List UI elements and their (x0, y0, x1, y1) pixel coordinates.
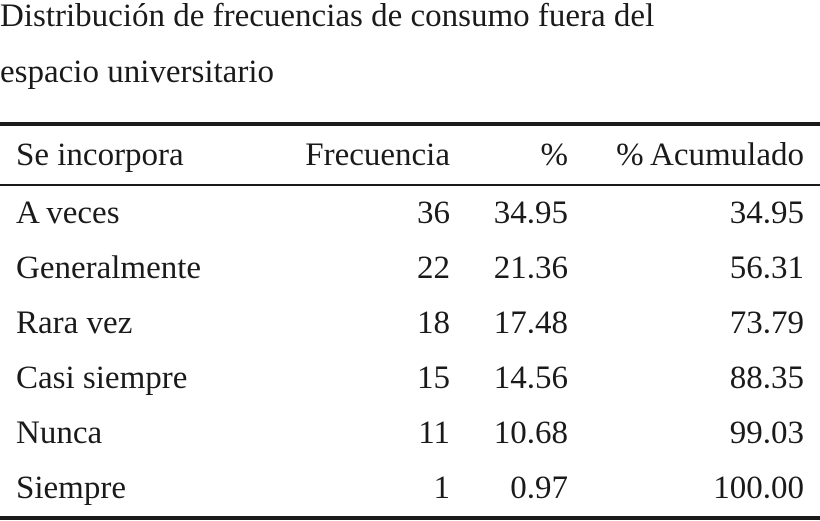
table-body: A veces 36 34.95 34.95 Generalmente 22 2… (0, 185, 820, 518)
cell-category: A veces (16, 195, 120, 231)
cell-cumulative-percent: 73.79 (729, 305, 804, 341)
caption-line-2: espacio universitario (0, 54, 274, 90)
header-se-incorpora: Se incorpora (16, 136, 184, 173)
cell-cumulative-percent: 99.03 (729, 415, 804, 451)
header-frecuencia: Frecuencia (305, 136, 450, 173)
cell-category: Generalmente (16, 250, 202, 286)
header-percent-acumulado: % Acumulado (616, 136, 804, 173)
cell-frequency: 1 (433, 470, 451, 506)
cell-percent: 21.36 (493, 250, 568, 286)
table-header: Se incorpora Frecuencia % % Acumulado (0, 124, 820, 185)
caption-line-1: Distribución de frecuencias de consumo f… (0, 0, 655, 34)
table-row: Casi siempre 15 14.56 88.35 (0, 351, 820, 406)
cell-percent: 0.97 (510, 470, 568, 506)
table-caption: Distribución de frecuencias de consumo f… (0, 0, 800, 100)
table-row: Nunca 11 10.68 99.03 (0, 406, 820, 461)
table-row: Siempre 1 0.97 100.00 (0, 461, 820, 518)
header-row: Se incorpora Frecuencia % % Acumulado (0, 124, 820, 185)
cell-percent: 17.48 (493, 305, 568, 341)
table-row: Generalmente 22 21.36 56.31 (0, 241, 820, 296)
frequency-table: Se incorpora Frecuencia % % Acumulado A … (0, 122, 820, 520)
cell-cumulative-percent: 56.31 (729, 250, 804, 286)
cell-cumulative-percent: 88.35 (729, 360, 804, 396)
cell-percent: 34.95 (493, 195, 568, 231)
cell-frequency: 22 (417, 250, 450, 286)
cell-frequency: 15 (417, 360, 450, 396)
cell-category: Rara vez (16, 305, 133, 341)
cell-category: Siempre (16, 470, 126, 506)
cell-percent: 10.68 (493, 415, 568, 451)
cell-frequency: 11 (418, 415, 450, 451)
cell-frequency: 18 (417, 305, 450, 341)
header-percent: % (540, 136, 569, 173)
cell-category: Nunca (16, 415, 103, 451)
cell-percent: 14.56 (493, 360, 568, 396)
cell-frequency: 36 (417, 195, 450, 231)
table-row: Rara vez 18 17.48 73.79 (0, 296, 820, 351)
cell-category: Casi siempre (16, 360, 188, 396)
table-row: A veces 36 34.95 34.95 (0, 185, 820, 241)
frequency-table-container: Se incorpora Frecuencia % % Acumulado A … (0, 122, 820, 520)
cell-cumulative-percent: 100.00 (713, 470, 804, 506)
cell-cumulative-percent: 34.95 (729, 195, 804, 231)
